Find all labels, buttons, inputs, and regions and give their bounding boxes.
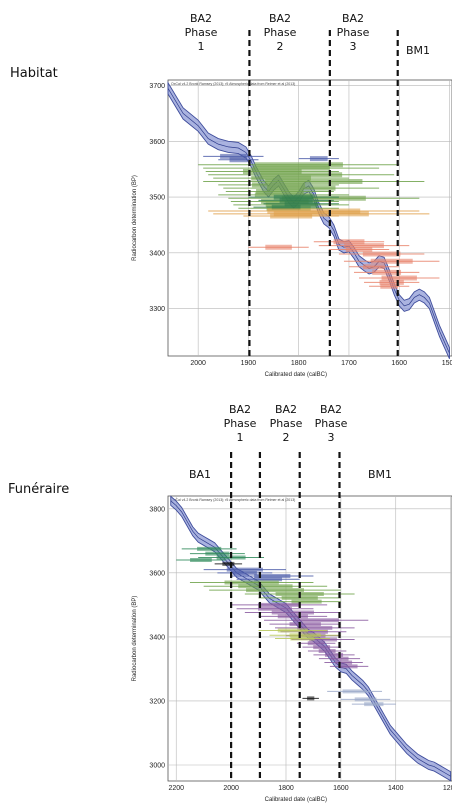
x-tick-label: 1800 [291, 360, 307, 367]
y-tick-label: 3600 [149, 570, 165, 577]
x-tick-label: 1500 [442, 360, 452, 367]
x-tick-label: 1400 [388, 785, 404, 792]
x-axis-label: Calibrated date (calBC) [265, 372, 327, 378]
phase-label-ba1-bottom: BA1 [188, 468, 212, 481]
x-tick-label: 2200 [168, 785, 184, 792]
y-tick-label: 3400 [149, 634, 165, 641]
y-tick-label: 3200 [149, 698, 165, 705]
x-tick-label: 1700 [341, 360, 357, 367]
y-tick-label: 3300 [149, 306, 165, 313]
calibration-note: OxCal v4.2 Bronk Ramsey (2013); r5 Atmos… [171, 82, 295, 86]
phase-label-ba2-phase3-bottom: BA2 Phase 3 [314, 403, 348, 444]
y-tick-label: 3000 [149, 762, 165, 769]
phase-label-ba2-phase2-bottom: BA2 Phase 2 [269, 403, 303, 444]
y-tick-label: 3400 [149, 250, 165, 257]
y-tick-label: 3700 [149, 83, 165, 90]
y-tick-label: 3600 [149, 139, 165, 146]
y-axis-label: Radiocarbon determination (BP) [132, 175, 138, 261]
phase-label-ba2-phase3-top: BA2 Phase 3 [336, 12, 370, 53]
x-tick-label: 1900 [241, 360, 257, 367]
phase-label-ba2-phase1-bottom: BA2 Phase 1 [223, 403, 257, 444]
x-tick-label: 1600 [333, 785, 349, 792]
x-tick-label: 1800 [278, 785, 294, 792]
y-axis-label: Radiocarbon determination (BP) [132, 596, 138, 682]
phase-label-ba2-phase1-top: BA2 Phase 1 [184, 12, 218, 53]
x-tick-label: 2000 [190, 360, 206, 367]
calibration-note: OxCal v4.2 Bronk Ramsey (2013); r5 Atmos… [171, 498, 295, 502]
section-label-habitat: Habitat [10, 66, 58, 81]
x-tick-label: 1600 [391, 360, 407, 367]
y-tick-label: 3800 [149, 506, 165, 513]
chart-1: 2000 1900 1800 1700 1600 1500 3300 3400 3500 3600… [132, 30, 452, 378]
x-tick-label: 2000 [223, 785, 239, 792]
phase-label-ba2-phase2-top: BA2 Phase 2 [263, 12, 297, 53]
y-tick-label: 3500 [149, 195, 165, 202]
phase-label-bm1-top: BM1 [405, 44, 431, 57]
x-axis-label: Calibrated date (calBC) [265, 797, 327, 803]
phase-label-bm1-bottom: BM1 [367, 468, 393, 481]
section-label-funeraire: Funéraire [8, 482, 70, 497]
